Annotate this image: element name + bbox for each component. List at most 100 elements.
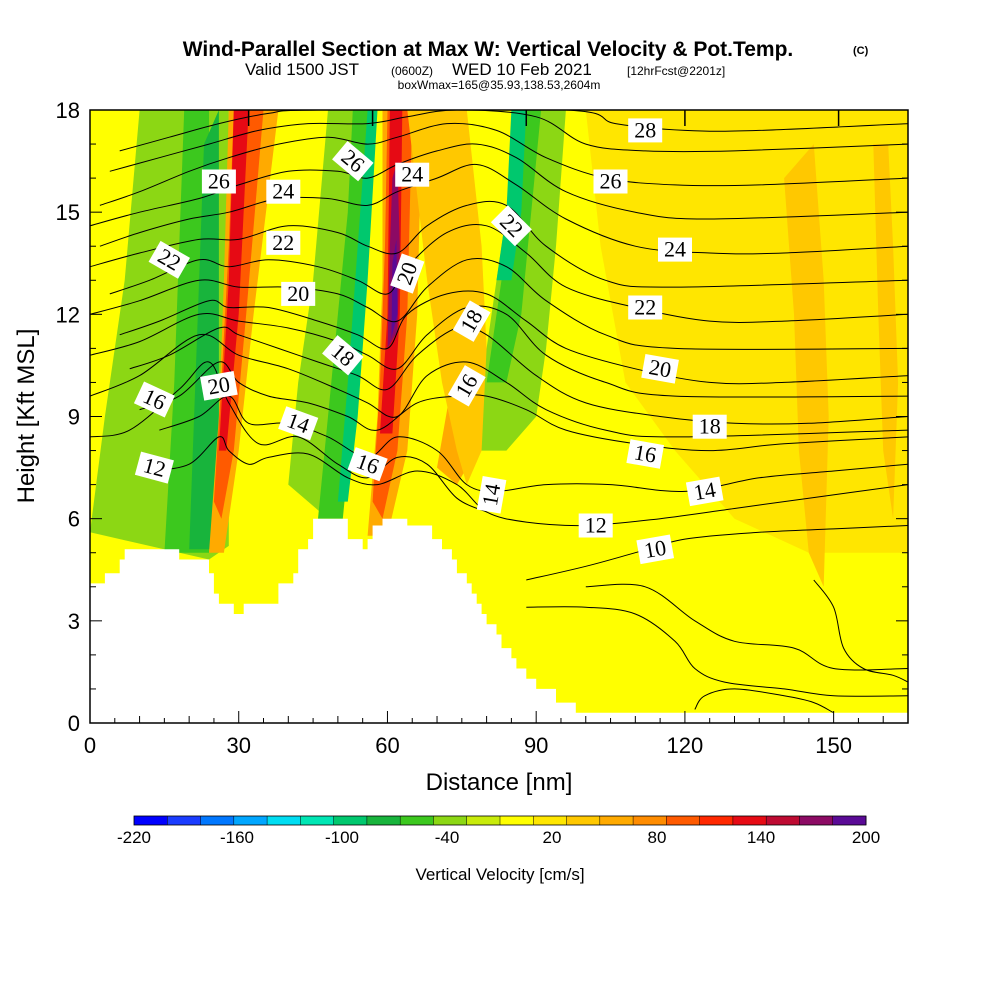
colorbar-bin (799, 816, 834, 825)
colorbar-bin (832, 816, 867, 825)
x-axis: 0 30 60 90 120 150 (84, 711, 909, 758)
contour-label-text: 24 (401, 162, 423, 187)
contour-label-bg (578, 513, 613, 538)
contour-label-19: 26 (593, 169, 628, 194)
x-tick-label: 150 (815, 733, 852, 758)
contour-label-bg (490, 205, 532, 247)
contour-label-bg (281, 281, 316, 306)
colorbar-bin (167, 816, 202, 825)
colorbar-tick-labels: -220 -160 -100 -40 20 80 140 200 (117, 828, 880, 847)
contour-label-text: 22 (272, 230, 294, 255)
contour-label-bg (658, 237, 692, 262)
contour-label-22: 20 (641, 354, 679, 384)
y-tick-label: 18 (56, 98, 80, 123)
colorbar-bin (533, 816, 568, 825)
velocity-band-13 (391, 239, 398, 339)
colorbar-bin (466, 816, 501, 825)
contour-label-13: 12 (134, 451, 174, 484)
contour-label-bg (266, 230, 301, 255)
colorbar-bin (433, 816, 468, 825)
colorbar-tick-label: -220 (117, 828, 151, 847)
y-tick-label: 12 (56, 302, 80, 327)
contour-label-bg (201, 169, 236, 194)
colorbar-bin (500, 816, 534, 825)
contour-label-bg (626, 439, 665, 469)
theta-contour-22 (109, 223, 908, 323)
contour-label-23: 18 (692, 414, 727, 439)
theta-contour-minor-17 (526, 606, 908, 697)
contour-label-5: 26 (332, 140, 374, 182)
y-tick-label: 15 (56, 200, 80, 225)
contour-label-20: 24 (658, 237, 692, 262)
theta-contour-26 (99, 122, 908, 206)
contour-label-11: 20 (200, 371, 238, 401)
contour-label-text: 26 (600, 169, 622, 194)
contour-label-bg (628, 118, 663, 143)
theta-contour-minor-19 (694, 688, 834, 714)
contour-label-2: 22 (266, 230, 301, 255)
theta-contour-minor-11 (90, 333, 908, 438)
theta-contour-14 (159, 395, 908, 493)
contour-label-text: 12 (585, 513, 607, 538)
chart-subtitle: Valid 1500 JST (0600Z) WED 10 Feb 2021 [… (245, 60, 725, 79)
contour-label-21: 22 (628, 295, 663, 320)
colorbar-bin (599, 816, 634, 825)
x-axis-label: Distance [nm] (426, 769, 573, 796)
contour-label-text: 22 (634, 295, 656, 320)
velocity-band-22 (784, 144, 829, 587)
contour-label-bg (452, 300, 491, 342)
colorbar-tick-label: 200 (852, 828, 880, 847)
contour-label-bg (390, 253, 425, 294)
y-tick-label: 3 (68, 609, 80, 634)
contour-label-18: 28 (628, 117, 663, 143)
colorbar-bin (566, 816, 601, 825)
contour-label-bg (476, 475, 507, 514)
contour-label-bg (593, 169, 628, 194)
velocity-band-8 (337, 110, 378, 502)
velocity-band-16 (496, 110, 527, 281)
terrain (90, 518, 908, 723)
colorbar-bin (400, 816, 434, 825)
contour-label-text: 28 (634, 117, 656, 142)
contour-label-bg (636, 534, 675, 565)
box-info: boxWmax=165@35.93,138.53,2604m (398, 78, 601, 92)
colorbar-bin (732, 816, 767, 825)
contour-label-text: 20 (206, 371, 232, 399)
contour-label-26: 12 (578, 513, 613, 538)
contour-label-24: 16 (626, 439, 665, 469)
colorbar-bin (333, 816, 368, 825)
x-tick-label: 0 (84, 733, 96, 758)
contour-label-text: 14 (692, 477, 718, 505)
contour-label-text: 24 (664, 237, 686, 262)
colorbar-bin (699, 816, 734, 825)
colorbar-bin (267, 816, 301, 825)
contour-label-17: 14 (476, 475, 507, 514)
x-tick-label: 30 (226, 733, 250, 758)
colorbar-bin (766, 816, 800, 825)
theta-contour-minor-12 (90, 305, 908, 398)
contour-label-bg (148, 240, 191, 279)
colorbar-tick-label: 140 (747, 828, 775, 847)
theta-contour-10 (526, 525, 908, 581)
contour-label-3: 20 (281, 281, 316, 306)
contour-label-bg (641, 354, 679, 384)
contour-label-bg (332, 140, 374, 182)
theta-contour-20 (119, 290, 908, 385)
velocity-band-23 (873, 144, 899, 519)
theta-contour-12 (149, 436, 908, 527)
contour-label-6: 24 (395, 162, 430, 187)
y-tick-label: 6 (68, 507, 80, 532)
contour-label-bg (200, 371, 238, 401)
contour-label-25: 14 (685, 476, 724, 507)
contour-label-bg (134, 451, 174, 484)
contour-label-bg (133, 381, 175, 418)
theta-contour-minor-13 (90, 257, 908, 350)
theta-contour-minor-18 (585, 583, 908, 671)
theta-contour-minor-16 (109, 110, 908, 172)
contour-label-bg (628, 295, 663, 320)
contour-label-text: 18 (699, 414, 721, 439)
y-tick-label: 9 (68, 405, 80, 430)
